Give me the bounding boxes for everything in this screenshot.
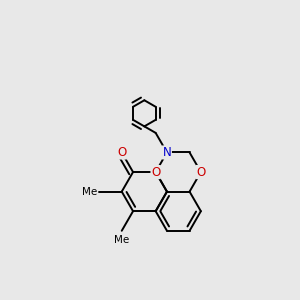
Text: N: N [163,146,171,159]
Text: O: O [151,166,160,178]
Text: Me: Me [114,235,129,245]
Text: O: O [117,146,126,159]
Text: O: O [196,166,206,178]
Text: Me: Me [82,187,97,196]
